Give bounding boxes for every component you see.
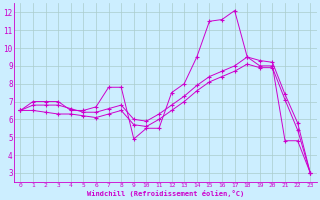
X-axis label: Windchill (Refroidissement éolien,°C): Windchill (Refroidissement éolien,°C) [87,190,244,197]
